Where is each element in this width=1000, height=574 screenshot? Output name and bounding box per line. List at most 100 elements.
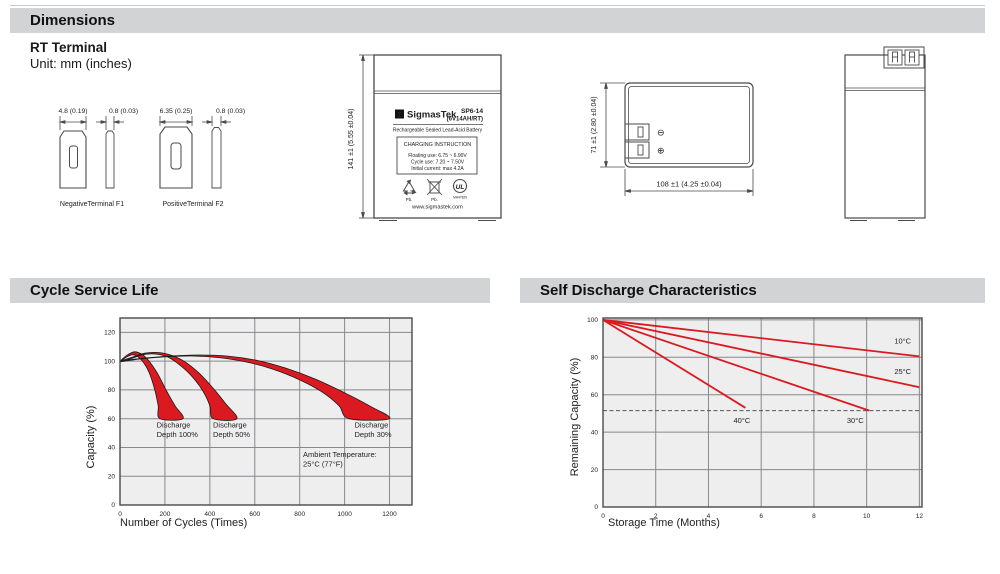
y-tick-label: 60: [591, 392, 599, 399]
x-tick-label: 6: [759, 513, 763, 520]
sigma-glyph: Σ: [397, 110, 402, 119]
top-outline-inner: [628, 86, 750, 164]
battery-front-view: 141 ±1 (5.55 ±0.04) Σ SigmasTek SP6-14 (…: [348, 54, 502, 221]
annotation: 25°C (77°F): [303, 459, 343, 468]
y-tick-label: 20: [108, 473, 116, 480]
annotation: Discharge: [157, 420, 191, 429]
f1-front-view: [59, 130, 87, 189]
annotation: Depth 30%: [354, 430, 391, 439]
f2-front-view: [159, 126, 193, 189]
x-tick-label: 12: [916, 513, 924, 520]
y-tick-label: 100: [587, 317, 598, 324]
top-terminal-positive: [624, 141, 650, 159]
dimensions-title: Dimensions: [30, 12, 116, 29]
x-tick-label: 0: [601, 513, 605, 520]
y-axis-label: Capacity (%): [85, 406, 97, 469]
x-tick-label: 2: [654, 513, 658, 520]
y-tick-label: 100: [104, 358, 115, 365]
battery-side-view: [844, 46, 926, 221]
annotation: Discharge: [213, 420, 247, 429]
plot-area: [603, 318, 922, 507]
f1-thickness-dimension: [96, 116, 124, 130]
series-line: [602, 319, 746, 409]
crossed-bin-label: Pb.: [431, 197, 438, 202]
charging-line-2: Cycle use: 7.20 ~ 7.50V: [411, 160, 465, 166]
section-header-self-discharge: Self Discharge Characteristics: [520, 278, 985, 303]
x-axis-label: Number of Cycles (Times): [120, 517, 247, 529]
side-terminal-2: [904, 49, 920, 66]
charging-line-1: Floating use: 6.75 ~ 6.90V: [408, 153, 467, 159]
f2-width-dimension: [158, 116, 194, 126]
model-number: SP6-14: [461, 108, 483, 115]
x-tick-label: 1000: [337, 511, 352, 518]
section-header-cycle-service-life: Cycle Service Life: [10, 278, 490, 303]
ul-mark-icon: UL MH47829: [452, 178, 467, 200]
y-tick-label: 120: [104, 330, 115, 337]
self-discharge-chart: 0 2 4 6 8 10 12 0 20 40 60 80 100 10°C 25°C 30°C 40°C Sto…: [569, 317, 924, 529]
model-spec: (6V14AH/RT): [447, 117, 483, 123]
series-line: [602, 319, 920, 358]
x-tick-label: 600: [249, 511, 260, 518]
f2-width-label: 6.35 (0.25): [160, 108, 193, 115]
x-tick-label: 800: [294, 511, 305, 518]
x-tick-label: 4: [707, 513, 711, 520]
series-line: [602, 319, 920, 389]
y-tick-label: 0: [594, 504, 598, 511]
plot-border: [602, 317, 923, 508]
series-label: 30°C: [847, 416, 864, 425]
x-tick-label: 400: [204, 511, 215, 518]
top-terminal-negative: [624, 123, 650, 141]
negative-symbol: ⊖: [657, 128, 665, 138]
top-rule: [10, 5, 985, 6]
crossed-bin-icon: [426, 178, 443, 196]
plot-border: [119, 317, 413, 506]
f1-slot: [69, 145, 78, 169]
front-height-dimension: [359, 54, 374, 219]
battery-outline: [373, 54, 502, 219]
self-discharge-title: Self Discharge Characteristics: [540, 282, 757, 299]
x-tick-label: 10: [863, 513, 871, 520]
series-label: 10°C: [894, 336, 911, 345]
f2-caption: PositiveTerminal F2: [162, 201, 223, 208]
y-tick-label: 20: [591, 467, 599, 474]
ul-file-number: MH47829: [453, 196, 467, 200]
side-terminal-1: [887, 49, 903, 66]
rt-terminal-title: RT Terminal: [30, 40, 108, 55]
series-line: [602, 319, 870, 412]
x-tick-label: 8: [812, 513, 816, 520]
website-text: www.sigmastek.com: [411, 205, 463, 211]
f2-side-view: [211, 127, 222, 189]
f2-slot: [170, 142, 182, 170]
brand-logo-square: [395, 109, 404, 119]
f2-thickness-dimension: [202, 116, 231, 126]
side-terminal-block: [883, 46, 925, 69]
battery-type-line: Rechargeable Sealed Lead-Acid Battery: [393, 128, 483, 134]
x-tick-label: 0: [118, 511, 122, 518]
x-tick-label: 200: [159, 511, 170, 518]
f2-thickness-label: 0.8 (0.03): [216, 108, 245, 115]
x-axis-label: Storage Time (Months): [608, 517, 720, 529]
rt-terminal-block: RT Terminal Unit: mm (inches): [30, 40, 132, 72]
f1-side-view: [105, 130, 115, 189]
unit-note: Unit: mm (inches): [30, 56, 132, 71]
y-tick-label: 40: [108, 445, 116, 452]
side-outline: [844, 54, 926, 219]
pb-recycle-icon: [402, 179, 417, 196]
cycle-title: Cycle Service Life: [30, 282, 159, 299]
y-axis-label: Remaining Capacity (%): [569, 358, 581, 477]
y-tick-label: 60: [108, 416, 116, 423]
series-label: 40°C: [734, 416, 751, 425]
top-width-dimension: [624, 169, 754, 196]
f1-width-dimension: [58, 116, 88, 130]
positive-symbol: ⊕: [657, 146, 665, 156]
charging-title: CHARGING INSTRUCTION: [404, 142, 471, 148]
f1-caption: NegativeTerminal F1: [60, 201, 124, 208]
ul-mark-text: UL: [456, 184, 465, 191]
brand-name: SigmasTek: [407, 110, 457, 121]
series-label: 25°C: [894, 367, 911, 376]
top-height-label: 71 ±1 (2.80 ±0.04): [591, 96, 598, 153]
annotation: Ambient Temperature:: [303, 450, 377, 459]
discharge-band: [119, 354, 391, 421]
y-tick-label: 40: [591, 429, 599, 436]
x-tick-label: 1200: [382, 511, 397, 518]
